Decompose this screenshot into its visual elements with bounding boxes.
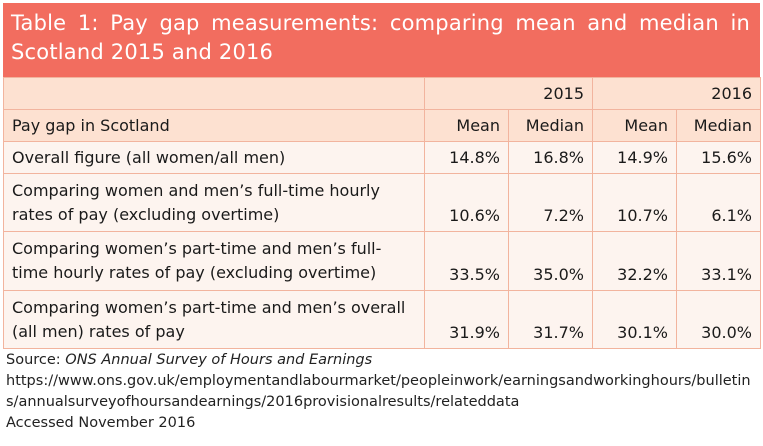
- median-2016-cell: 33.1%: [676, 231, 761, 291]
- median-2016-cell: 30.0%: [676, 290, 761, 349]
- source-name: ONS Annual Survey of Hours and Earnings: [65, 352, 373, 368]
- mean-2015-cell: 10.6%: [424, 173, 509, 232]
- table-row: Comparing women’s part-time and men’s ov…: [3, 290, 761, 349]
- median-2015-cell: 7.2%: [508, 173, 593, 232]
- pay-gap-table: 2015 2016 Pay gap in Scotland Mean Media…: [3, 77, 761, 349]
- year-2015-header: 2015: [424, 77, 593, 110]
- mean-2016-cell: 14.9%: [592, 141, 677, 174]
- accessed-date: Accessed November 2016: [6, 415, 196, 431]
- mean-2015-cell: 31.9%: [424, 290, 509, 349]
- mean-2016-header: Mean: [592, 109, 677, 142]
- mean-2016-cell: 32.2%: [592, 231, 677, 291]
- row-label: Comparing women’s part-time and men’s ov…: [3, 290, 425, 349]
- row-label: Overall figure (all women/all men): [3, 141, 425, 174]
- median-2015-cell: 31.7%: [508, 290, 593, 349]
- mean-2016-cell: 10.7%: [592, 173, 677, 232]
- row-label-header: Pay gap in Scotland: [3, 109, 425, 142]
- median-2015-cell: 16.8%: [508, 141, 593, 174]
- mean-2016-cell: 30.1%: [592, 290, 677, 349]
- table-row: Overall figure (all women/all men) 14.8%…: [3, 141, 761, 174]
- source-note: Source: ONS Annual Survey of Hours and E…: [6, 350, 758, 434]
- year-2016-header: 2016: [592, 77, 761, 110]
- row-label: Comparing women’s part-time and men’s fu…: [3, 231, 425, 291]
- source-line: Source: ONS Annual Survey of Hours and E…: [6, 350, 758, 371]
- table-row: Comparing women and men’s full-time hour…: [3, 173, 761, 232]
- row-label: Comparing women and men’s full-time hour…: [3, 173, 425, 232]
- median-2016-header: Median: [676, 109, 761, 142]
- mean-2015-cell: 14.8%: [424, 141, 509, 174]
- year-header-row: 2015 2016: [3, 77, 761, 110]
- column-header-row: Pay gap in Scotland Mean Median Mean Med…: [3, 109, 761, 142]
- median-2016-cell: 15.6%: [676, 141, 761, 174]
- table-title: Table 1: Pay gap measurements: comparing…: [3, 3, 760, 77]
- table-row: Comparing women’s part-time and men’s fu…: [3, 231, 761, 291]
- mean-2015-header: Mean: [424, 109, 509, 142]
- mean-2015-cell: 33.5%: [424, 231, 509, 291]
- source-url: https://www.ons.gov.uk/employmentandlabo…: [6, 373, 751, 410]
- source-prefix: Source:: [6, 352, 66, 368]
- median-2015-header: Median: [508, 109, 593, 142]
- median-2016-cell: 6.1%: [676, 173, 761, 232]
- year-header-blank: [3, 77, 425, 110]
- median-2015-cell: 35.0%: [508, 231, 593, 291]
